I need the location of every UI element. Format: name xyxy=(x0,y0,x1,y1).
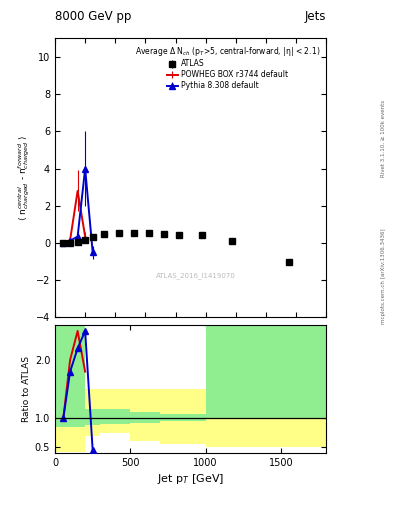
Legend: ATLAS, POWHEG BOX r3744 default, Pythia 8.308 default: ATLAS, POWHEG BOX r3744 default, Pythia … xyxy=(132,42,322,93)
Text: Jets: Jets xyxy=(305,10,326,23)
X-axis label: Jet p$_T$ [GeV]: Jet p$_T$ [GeV] xyxy=(157,472,224,486)
Text: mcplots.cern.ch [arXiv:1306.3436]: mcplots.cern.ch [arXiv:1306.3436] xyxy=(381,229,386,324)
Text: 8000 GeV pp: 8000 GeV pp xyxy=(55,10,131,23)
Text: Rivet 3.1.10, ≥ 100k events: Rivet 3.1.10, ≥ 100k events xyxy=(381,100,386,177)
Y-axis label: Ratio to ATLAS: Ratio to ATLAS xyxy=(22,356,31,422)
Text: ATLAS_2016_I1419070: ATLAS_2016_I1419070 xyxy=(156,272,236,279)
Y-axis label: ⟨ n$^{central}_{charged}$ - n$^{forward}_{charged}$ ⟩: ⟨ n$^{central}_{charged}$ - n$^{forward}… xyxy=(16,135,31,221)
